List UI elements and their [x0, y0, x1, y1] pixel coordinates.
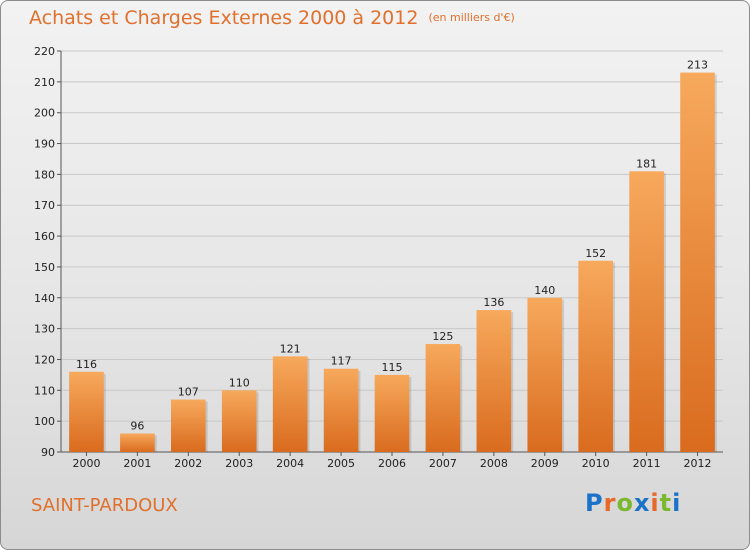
- y-tick-label: 90: [41, 446, 55, 459]
- x-tick-label: 2001: [123, 457, 151, 470]
- x-tick-label: 2011: [633, 457, 661, 470]
- x-tick-label: 2002: [174, 457, 202, 470]
- chart-title: Achats et Charges Externes 2000 à 2012 (e…: [29, 7, 515, 29]
- bars: [69, 72, 717, 453]
- bar: [170, 399, 206, 452]
- logo-letter: x: [633, 489, 651, 517]
- bar: [476, 310, 512, 452]
- logo-letter: i: [650, 489, 660, 517]
- y-tick-label: 190: [34, 138, 55, 151]
- proxiti-logo: Proxiti: [585, 489, 681, 517]
- x-tick-label: 2003: [225, 457, 253, 470]
- x-tick-label: 2009: [531, 457, 559, 470]
- commune-name: SAINT-PARDOUX: [31, 495, 178, 516]
- logo-letter: r: [603, 489, 617, 517]
- chart-title-text: Achats et Charges Externes 2000 à 2012: [29, 7, 419, 29]
- data-labels: 116 96 107 110 121 117 115 125 136 140 152 181 213: [76, 59, 708, 433]
- bar: [221, 390, 257, 452]
- x-tick-label: 2007: [429, 457, 457, 470]
- y-tick-label: 220: [34, 45, 55, 58]
- y-tick-label: 120: [34, 353, 55, 366]
- x-tick-label: 2008: [480, 457, 508, 470]
- data-label: 125: [432, 330, 453, 343]
- data-label: 140: [534, 284, 555, 297]
- bar: [425, 344, 461, 452]
- logo-letter: i: [672, 489, 682, 517]
- data-label: 107: [178, 386, 199, 399]
- y-tick-label: 130: [34, 323, 55, 336]
- data-label: 152: [585, 247, 606, 260]
- bar: [578, 260, 614, 452]
- data-label: 181: [636, 157, 657, 170]
- bar: [272, 356, 308, 452]
- data-label: 117: [331, 355, 352, 368]
- logo-letter: P: [585, 489, 604, 517]
- logo-letter: t: [659, 489, 673, 517]
- data-label: 110: [229, 376, 250, 389]
- bar: [629, 171, 664, 453]
- bar: [527, 297, 563, 452]
- bar: [374, 374, 410, 452]
- x-tick-label: 2010: [582, 457, 610, 470]
- x-tick-label: 2000: [72, 457, 100, 470]
- y-tick-label: 140: [34, 292, 55, 305]
- y-tick-label: 210: [34, 76, 55, 89]
- bar: [323, 368, 359, 452]
- x-tick-label: 2006: [378, 457, 406, 470]
- y-tick-label: 150: [34, 261, 55, 274]
- y-tick-label: 180: [34, 168, 55, 181]
- y-tick-label: 200: [34, 107, 55, 120]
- x-tick-label: 2012: [684, 457, 712, 470]
- bar: [69, 371, 104, 452]
- y-tick-label: 160: [34, 230, 55, 243]
- bar: [120, 433, 155, 452]
- bar: [680, 72, 715, 452]
- chart-subtitle: (en milliers d'€): [428, 11, 515, 24]
- data-label: 116: [76, 358, 97, 371]
- data-label: 213: [687, 59, 708, 72]
- data-label: 96: [130, 419, 144, 432]
- y-tick-label: 110: [34, 384, 55, 397]
- data-label: 136: [483, 296, 504, 309]
- data-label: 121: [280, 342, 301, 355]
- x-tick-label: 2004: [276, 457, 304, 470]
- logo-letter: o: [616, 489, 634, 517]
- y-tick-label: 100: [34, 415, 55, 428]
- x-tick-label: 2005: [327, 457, 355, 470]
- y-tick-label: 170: [34, 199, 55, 212]
- data-label: 115: [382, 361, 403, 374]
